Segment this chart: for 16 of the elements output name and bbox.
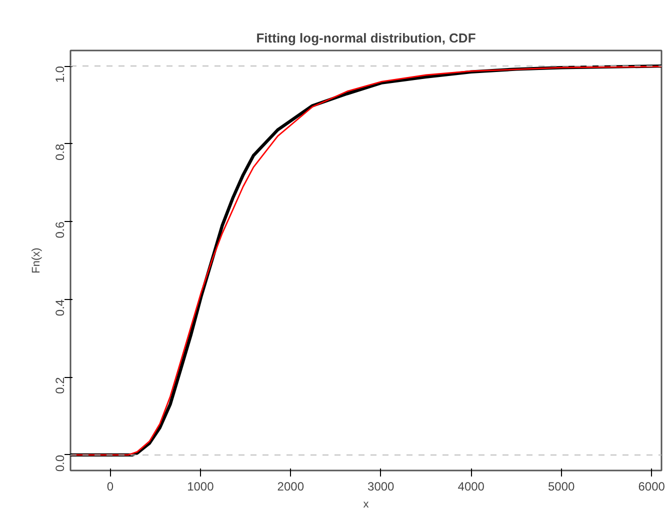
y-tick-label: 0.8: [53, 144, 67, 161]
x-tick-label: 3000: [368, 480, 395, 494]
x-tick-label: 5000: [548, 480, 576, 494]
y-tick-label: 0.6: [53, 221, 67, 238]
chart-title: Fitting log-normal distribution, CDF: [256, 30, 476, 46]
y-tick-label: 1.0: [53, 66, 67, 83]
x-axis-title: x: [363, 498, 370, 510]
y-tick-label: 0.4: [53, 299, 67, 316]
y-tick-label: 0.0: [53, 454, 67, 472]
x-tick-label: 6000: [638, 480, 666, 494]
y-tick-label: 0.2: [53, 376, 67, 394]
x-tick-label: 0: [106, 480, 114, 494]
x-tick-label: 2000: [277, 480, 304, 494]
x-tick-label: 4000: [458, 480, 485, 494]
y-axis-title: Fn(x): [30, 248, 42, 274]
x-tick-label: 1000: [187, 480, 214, 494]
